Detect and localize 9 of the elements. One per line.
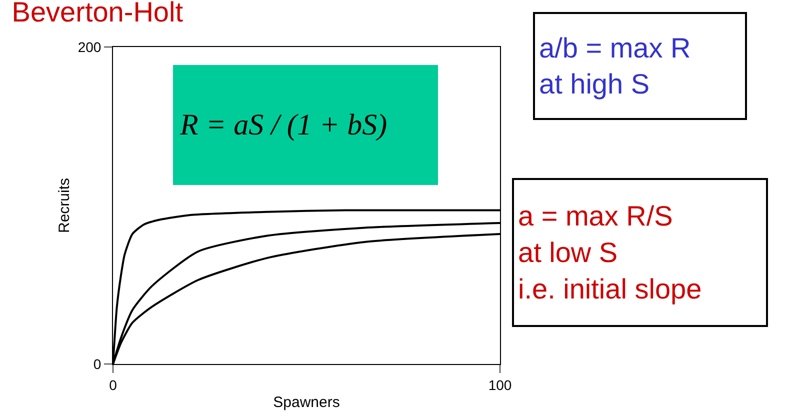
y-tick-label: 200 <box>78 38 102 55</box>
text: a = max R/S at low S i.e. initial slope <box>518 200 702 304</box>
picture-formula-box: R = aS / (1 + bS) <box>173 65 438 185</box>
annotation: R = aS / (1 + bS) <box>179 108 388 142</box>
chart-title: Beverton-Holt <box>12 0 184 28</box>
y-axis-title: Recruits <box>56 178 74 234</box>
x-tick-label: 100 <box>488 376 512 393</box>
x-axis-title: Spawners <box>273 394 340 411</box>
text: a/b = max R at high S <box>539 32 691 100</box>
